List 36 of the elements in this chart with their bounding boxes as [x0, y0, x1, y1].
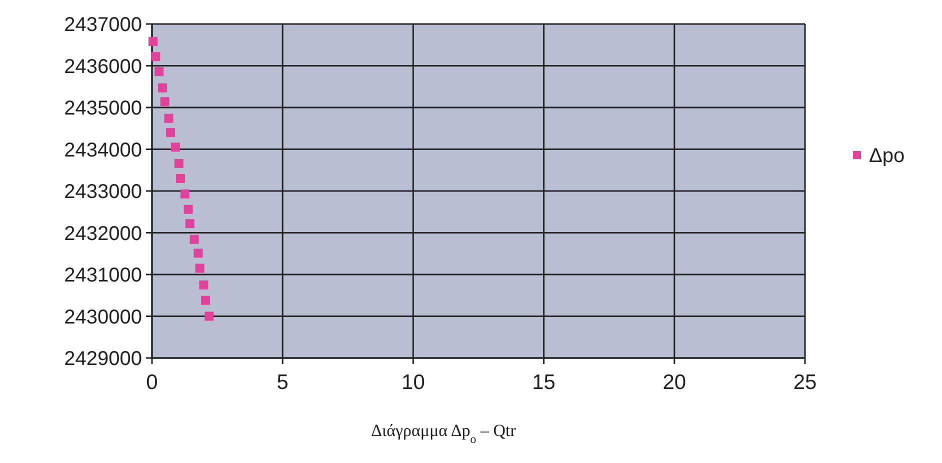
point [199, 280, 208, 290]
x-tick-label: 5 [276, 371, 288, 394]
point [201, 296, 210, 305]
point [180, 189, 190, 198]
legend-label: Δpo [869, 145, 905, 167]
x-axis-title: Διάγραμμα Δp$_{o}$ – Qtr [371, 421, 516, 446]
point [160, 97, 170, 106]
point [166, 128, 176, 138]
x-tick-label: 25 [793, 371, 817, 394]
y-tick-label: 2437000 [64, 14, 142, 36]
x-tick-label: 10 [402, 371, 425, 394]
x-tick-label: 20 [662, 371, 686, 394]
point [154, 67, 164, 76]
point [194, 248, 203, 258]
point [195, 264, 204, 273]
point [148, 37, 158, 46]
point [158, 83, 167, 92]
point [151, 52, 160, 62]
y-tick-label: 2432000 [64, 222, 142, 245]
point [176, 174, 185, 183]
y-tick-label: 2433000 [64, 181, 142, 203]
y-tick-label: 2435000 [64, 98, 142, 120]
point [164, 114, 174, 123]
point [171, 142, 180, 152]
point [184, 204, 193, 214]
point [190, 234, 199, 244]
x-tick-label: 15 [532, 371, 556, 394]
y-tick-label: 2431000 [64, 264, 142, 286]
point [174, 158, 184, 168]
x-tick-label: 0 [146, 371, 158, 394]
y-tick-label: 2429000 [64, 348, 142, 370]
point [185, 219, 194, 228]
y-tick-label: 2436000 [64, 56, 142, 78]
y-tick-label: 2434000 [64, 139, 142, 162]
point [204, 312, 214, 321]
y-tick-label: 2430000 [64, 306, 142, 328]
